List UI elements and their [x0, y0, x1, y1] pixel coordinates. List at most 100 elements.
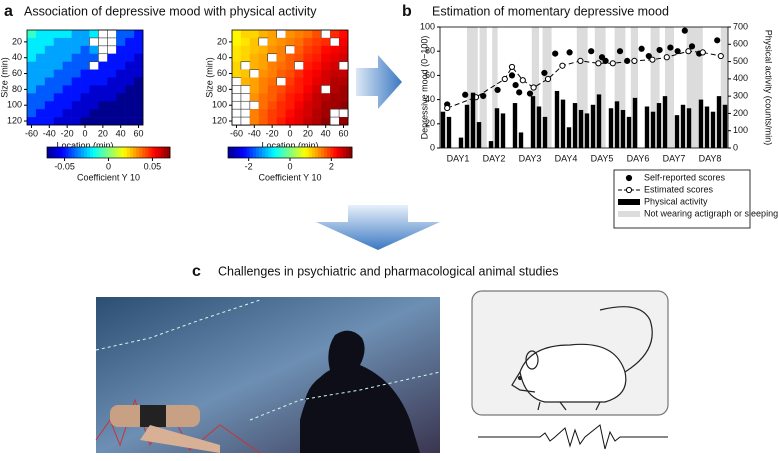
y-tick-label: 100 — [7, 100, 22, 110]
heat-cell — [267, 61, 277, 70]
heat-cell — [80, 45, 90, 55]
heat-cell — [27, 117, 37, 126]
heat-cell — [27, 61, 37, 70]
heat-cell — [44, 117, 55, 126]
heat-cell — [125, 45, 135, 55]
colorbar-segment — [126, 147, 131, 158]
colorbar-segment — [240, 147, 244, 158]
heat-cell — [303, 117, 313, 126]
heat-cell — [62, 45, 72, 55]
heat-cell — [134, 53, 144, 62]
heat-cell — [294, 109, 304, 118]
colorbar-segment — [47, 147, 51, 158]
x-tick-label: -40 — [43, 128, 56, 138]
heat-cell — [27, 93, 37, 102]
heat-cell — [267, 37, 277, 47]
colorbar-segment — [249, 147, 254, 158]
heat-cell — [285, 77, 295, 86]
panel-label: c — [192, 263, 201, 280]
heat-cell — [240, 45, 251, 55]
panel-title: Association of depressive mood with phys… — [24, 4, 317, 18]
heat-cell — [89, 69, 99, 78]
y-tick-label: 40 — [12, 52, 22, 62]
empty-cell — [285, 45, 296, 55]
empty-cell — [231, 77, 242, 87]
x-tick-label: 20 — [303, 128, 313, 138]
heat-cell — [107, 101, 117, 110]
heat-cell — [249, 117, 260, 126]
colorbar-segment — [311, 147, 316, 158]
heat-cell — [312, 93, 322, 102]
heat-cell — [294, 77, 304, 86]
colorbar-segment — [280, 147, 285, 158]
heat-cell — [240, 53, 251, 62]
y-axis-label: Size (min) — [0, 57, 9, 98]
heat-cell — [53, 77, 63, 86]
colorbar-segment — [237, 147, 241, 158]
heat-cell — [312, 37, 322, 47]
heat-cell — [134, 85, 144, 94]
empty-cell — [240, 108, 251, 118]
activity-bar — [446, 116, 452, 148]
heat-cell — [267, 69, 277, 78]
heat-cell — [285, 61, 295, 70]
heat-cell — [62, 93, 72, 102]
band — [665, 27, 674, 148]
band — [720, 27, 728, 148]
heat-cell — [53, 109, 63, 118]
band — [614, 27, 626, 148]
plot-frame — [439, 26, 729, 149]
heat-cell — [267, 30, 277, 39]
y-tick-label: 20 — [425, 118, 435, 128]
colorbar-segment — [333, 147, 337, 158]
heat-cell — [276, 109, 286, 118]
colorbar-segment — [83, 147, 88, 158]
heat-cell — [107, 61, 117, 70]
heat-cell — [285, 101, 295, 110]
band — [467, 27, 478, 148]
colorbar-segment — [148, 147, 152, 158]
colorbar-segment — [117, 147, 122, 158]
colorbar-segment — [65, 147, 69, 158]
heat-cell — [62, 37, 72, 47]
heat-cell — [330, 101, 340, 110]
empty-cell — [258, 37, 269, 47]
activity-bar — [704, 106, 710, 148]
heat-cell — [125, 61, 135, 70]
heat-cell — [35, 30, 46, 39]
y-tick-label: 60 — [425, 70, 435, 80]
legend-swatch — [618, 199, 640, 205]
heat-cell — [312, 85, 322, 94]
heat-cell — [71, 69, 81, 78]
heat-cell — [330, 45, 340, 55]
colorbar-segment — [259, 147, 263, 158]
heat-cell — [321, 69, 331, 78]
heat-cell — [240, 69, 251, 78]
heat-cell — [134, 109, 144, 118]
heat-cell — [35, 37, 46, 47]
point — [559, 62, 566, 69]
heat-cell — [44, 61, 55, 70]
heat-cell — [240, 30, 251, 39]
heat-cell — [125, 93, 135, 102]
arrow — [356, 55, 402, 109]
heat-cell — [80, 61, 90, 70]
heat-cell — [285, 37, 295, 47]
heat-cell — [134, 77, 144, 86]
heat-cell — [98, 77, 108, 86]
y2-tick-label: 500 — [733, 56, 748, 66]
heat-cell — [53, 45, 63, 55]
activity-bar — [650, 111, 656, 148]
empty-cell — [231, 108, 242, 118]
heat-cell — [134, 30, 144, 39]
heat-cell — [44, 30, 55, 39]
mouse-drawing — [471, 290, 669, 416]
heat-cell — [116, 101, 126, 110]
colorbar-segment — [77, 147, 82, 158]
x-tick-label: DAY6 — [627, 153, 650, 163]
point — [616, 48, 624, 55]
heat-cell — [276, 37, 286, 47]
x-tick-label: -20 — [266, 128, 279, 138]
activity-bar — [470, 92, 476, 148]
x-tick-label: DAY8 — [699, 153, 722, 163]
